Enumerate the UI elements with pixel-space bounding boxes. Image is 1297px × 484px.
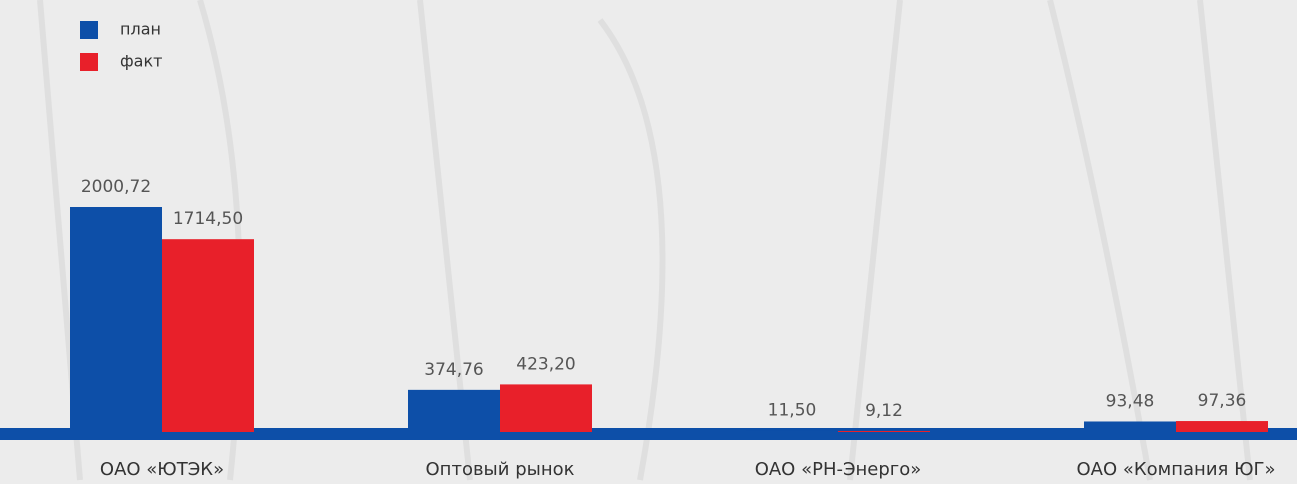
- baseline-band: [0, 428, 1297, 440]
- legend-swatch: [80, 21, 98, 39]
- bar: [838, 430, 930, 432]
- legend-label: факт: [120, 52, 162, 71]
- category-label: Оптовый рынок: [426, 459, 575, 480]
- value-label: 1714,50: [173, 209, 243, 229]
- bar: [1084, 421, 1176, 432]
- category-label: ОАО «РН-Энерго»: [755, 459, 922, 480]
- legend-swatch: [80, 53, 98, 71]
- bar: [746, 430, 838, 432]
- category-label: ОАО «ЮТЭК»: [100, 459, 224, 480]
- value-label: 9,12: [865, 401, 903, 421]
- value-label: 423,20: [516, 354, 575, 374]
- bar: [500, 384, 592, 432]
- category-label: ОАО «Компания ЮГ»: [1077, 459, 1276, 480]
- value-label: 374,76: [424, 360, 483, 380]
- background-trees: [37, 0, 1253, 481]
- bar: [162, 239, 254, 432]
- value-label: 97,36: [1198, 391, 1247, 411]
- bar: [408, 389, 500, 432]
- value-label: 2000,72: [81, 177, 151, 197]
- value-label: 93,48: [1106, 391, 1155, 411]
- bar: [70, 207, 162, 432]
- bar: [1176, 421, 1268, 432]
- legend-label: план: [120, 20, 161, 39]
- value-label: 11,50: [768, 401, 817, 421]
